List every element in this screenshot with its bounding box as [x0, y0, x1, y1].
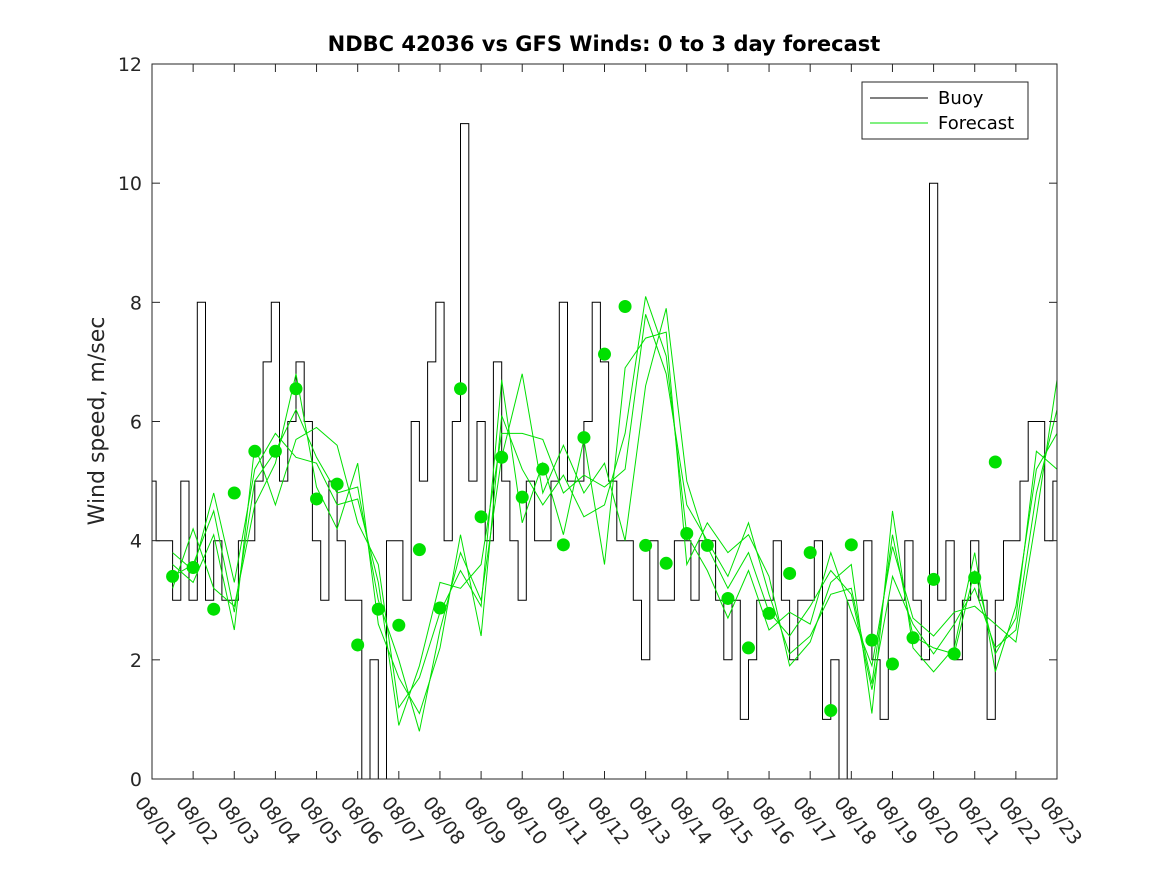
forecast-marker [454, 382, 468, 396]
y-tick-label: 10 [118, 173, 142, 195]
forecast-marker [412, 543, 426, 557]
y-tick-label: 2 [130, 650, 142, 672]
x-tick-label: 08/12 [583, 793, 634, 850]
forecast-marker [433, 601, 447, 615]
forecast-marker [536, 462, 550, 476]
y-tick-label: 12 [118, 54, 142, 76]
x-tick-label: 08/09 [459, 793, 510, 850]
x-tick-label: 08/23 [1035, 793, 1086, 850]
x-tick-label: 08/18 [829, 793, 880, 850]
x-tick-label: 08/16 [747, 793, 798, 850]
forecast-marker [824, 703, 838, 717]
x-tick-label: 08/10 [500, 793, 551, 850]
forecast-marker [207, 602, 221, 616]
x-tick-label: 08/01 [130, 793, 181, 850]
buoy-line [152, 123, 1057, 780]
forecast-marker [495, 450, 509, 464]
x-tick-label: 08/04 [253, 793, 304, 850]
plot-area: 02468101208/0108/0208/0308/0408/0508/060… [118, 54, 1086, 849]
x-tick-label: 08/11 [541, 793, 592, 850]
forecast-marker [721, 591, 735, 605]
forecast-marker [166, 569, 180, 583]
legend-label-0: Buoy [938, 88, 984, 109]
forecast-marker [680, 527, 694, 541]
y-tick-label: 4 [130, 531, 142, 553]
forecast-marker [598, 347, 611, 361]
forecast-marker [577, 431, 591, 445]
forecast-marker [310, 492, 324, 506]
forecast-marker [556, 538, 570, 552]
x-tick-label: 08/21 [953, 793, 1004, 850]
forecast-marker [988, 455, 1002, 469]
chart-title: NDBC 42036 vs GFS Winds: 0 to 3 day fore… [328, 32, 881, 56]
legend: Buoy Forecast [861, 81, 1029, 140]
x-tick-label: 08/19 [871, 793, 922, 850]
forecast-line-1 [172, 308, 1058, 732]
forecast-marker [803, 546, 817, 560]
forecast-marker [927, 572, 941, 586]
x-tick-label: 08/07 [377, 793, 428, 850]
forecast-marker [515, 490, 529, 504]
forecast-line-2 [172, 331, 1058, 714]
forecast-marker [474, 510, 488, 524]
forecast-marker [248, 444, 262, 458]
forecast-marker [885, 657, 899, 671]
x-tick-label: 08/14 [665, 793, 716, 850]
x-tick-label: 08/17 [788, 793, 839, 850]
forecast-marker [865, 633, 879, 647]
x-tick-label: 08/08 [418, 793, 469, 850]
forecast-marker [906, 631, 920, 645]
forecast-marker [186, 560, 200, 574]
x-tick-label: 08/22 [994, 793, 1045, 850]
x-tick-label: 08/03 [212, 793, 263, 850]
x-tick-label: 08/02 [171, 793, 222, 850]
forecast-marker [227, 486, 241, 500]
forecast-marker [741, 641, 755, 655]
forecast-marker [289, 382, 303, 396]
forecast-marker [844, 538, 858, 552]
forecast-marker [968, 571, 982, 585]
forecast-marker [762, 606, 776, 620]
forecast-marker [371, 602, 385, 616]
forecast-marker [392, 618, 406, 632]
x-tick-label: 08/05 [295, 793, 346, 850]
forecast-marker [330, 477, 344, 491]
x-tick-label: 08/06 [336, 793, 387, 850]
y-tick-label: 0 [130, 769, 142, 791]
legend-box [861, 81, 1029, 140]
forecast-marker [618, 300, 632, 314]
forecast-marker [351, 638, 365, 652]
forecast-marker [783, 566, 797, 580]
forecast-marker [268, 444, 282, 458]
legend-label-1: Forecast [938, 113, 1014, 134]
plot-background [152, 64, 1057, 779]
forecast-marker [700, 538, 714, 552]
forecast-marker [639, 538, 653, 552]
forecast-line-4 [172, 314, 1058, 726]
x-tick-label: 08/13 [624, 793, 675, 850]
y-tick-label: 8 [130, 292, 142, 314]
y-axis-label: Wind speed, m/sec [85, 317, 110, 526]
forecast-marker [659, 556, 673, 570]
forecast-marker [947, 647, 961, 661]
x-tick-label: 08/20 [912, 793, 963, 850]
y-tick-label: 6 [130, 412, 142, 434]
x-tick-label: 08/15 [706, 793, 757, 850]
